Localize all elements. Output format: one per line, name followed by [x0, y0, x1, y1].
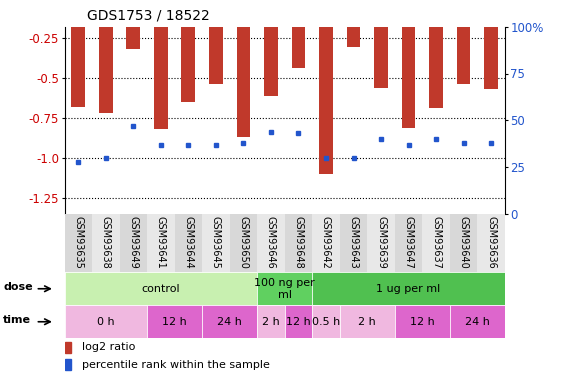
Bar	[319, 0, 333, 174]
Text: 24 h: 24 h	[217, 317, 242, 327]
Bar	[154, 0, 168, 129]
Text: GSM93648: GSM93648	[293, 216, 304, 268]
Text: log2 ratio: log2 ratio	[82, 342, 136, 352]
Bar	[340, 305, 395, 338]
Text: 0.5 h: 0.5 h	[312, 317, 340, 327]
Text: GSM93642: GSM93642	[321, 216, 331, 269]
Text: 12 h: 12 h	[162, 317, 187, 327]
Bar	[367, 214, 395, 272]
Bar	[65, 214, 92, 272]
Bar	[257, 272, 312, 305]
Bar	[92, 214, 119, 272]
Text: 100 ng per
ml: 100 ng per ml	[254, 278, 315, 300]
Bar	[147, 214, 174, 272]
Bar	[257, 214, 285, 272]
Text: control: control	[141, 284, 180, 294]
Bar	[484, 0, 498, 89]
Bar	[374, 0, 388, 87]
Text: 12 h: 12 h	[410, 317, 435, 327]
Bar	[457, 0, 471, 84]
Bar	[402, 0, 416, 128]
Bar	[395, 305, 450, 338]
Text: GSM93646: GSM93646	[266, 216, 276, 268]
Bar	[126, 0, 140, 49]
Bar	[174, 214, 202, 272]
Text: dose: dose	[3, 282, 33, 292]
Bar	[264, 0, 278, 96]
Bar	[285, 214, 312, 272]
Bar	[229, 214, 257, 272]
Bar	[347, 0, 360, 48]
Bar	[312, 272, 505, 305]
Text: GSM93635: GSM93635	[73, 216, 83, 269]
Text: GSM93649: GSM93649	[128, 216, 139, 268]
Bar	[285, 305, 312, 338]
Text: GSM93647: GSM93647	[403, 216, 413, 269]
Bar	[65, 305, 147, 338]
Bar	[312, 305, 340, 338]
Bar	[477, 214, 505, 272]
Text: GSM93639: GSM93639	[376, 216, 386, 268]
Text: time: time	[3, 315, 31, 325]
Bar	[450, 214, 477, 272]
Bar	[209, 0, 223, 84]
Bar	[257, 305, 285, 338]
Text: GSM93641: GSM93641	[156, 216, 166, 268]
Text: GSM93640: GSM93640	[458, 216, 468, 268]
Bar	[237, 0, 250, 137]
Bar	[202, 214, 229, 272]
Bar	[65, 358, 71, 370]
Bar	[312, 214, 340, 272]
Text: GSM93636: GSM93636	[486, 216, 496, 268]
Bar	[340, 214, 367, 272]
Text: GSM93643: GSM93643	[348, 216, 358, 268]
Bar	[429, 0, 443, 108]
Bar	[65, 272, 257, 305]
Text: 24 h: 24 h	[465, 317, 490, 327]
Text: percentile rank within the sample: percentile rank within the sample	[82, 360, 270, 370]
Text: GSM93644: GSM93644	[183, 216, 194, 268]
Text: GSM93637: GSM93637	[431, 216, 441, 269]
Text: GDS1753 / 18522: GDS1753 / 18522	[87, 9, 210, 23]
Text: 0 h: 0 h	[97, 317, 114, 327]
Text: GSM93650: GSM93650	[238, 216, 249, 269]
Text: 12 h: 12 h	[286, 317, 311, 327]
Bar	[182, 0, 195, 102]
Bar	[99, 0, 113, 113]
Bar	[422, 214, 450, 272]
Text: 2 h: 2 h	[358, 317, 376, 327]
Bar	[450, 305, 505, 338]
Text: 2 h: 2 h	[262, 317, 280, 327]
Bar	[119, 214, 147, 272]
Text: GSM93645: GSM93645	[211, 216, 221, 269]
Text: 1 ug per ml: 1 ug per ml	[376, 284, 441, 294]
Bar	[292, 0, 305, 68]
Bar	[395, 214, 422, 272]
Bar	[65, 342, 71, 353]
Bar	[147, 305, 202, 338]
Bar	[71, 0, 85, 107]
Text: GSM93638: GSM93638	[101, 216, 111, 268]
Bar	[202, 305, 257, 338]
